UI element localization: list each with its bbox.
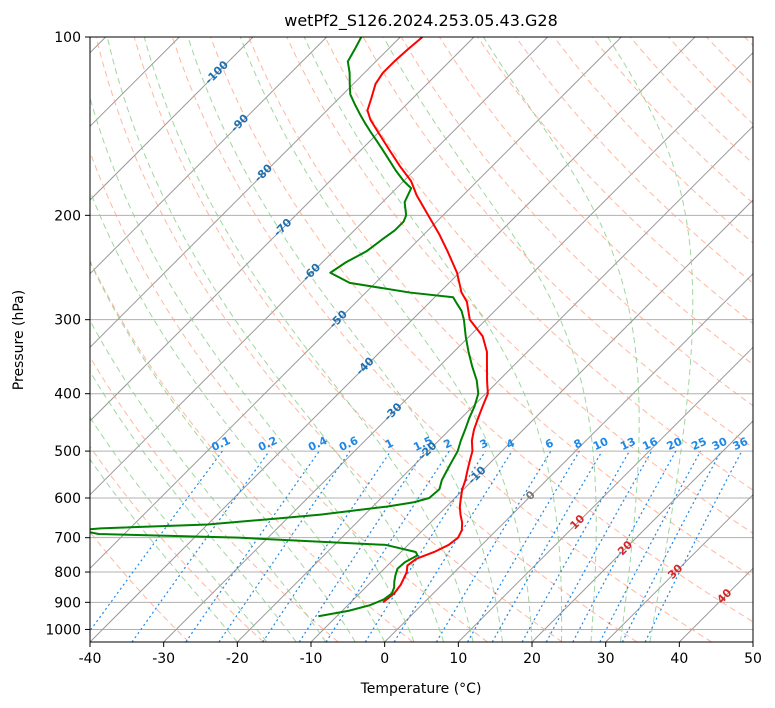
mixing-ratio-label: 20 <box>665 435 685 453</box>
moist-adiabat-line <box>187 37 504 642</box>
dry-adiabat-line <box>90 259 414 642</box>
dry-adiabat-line <box>171 37 712 642</box>
moist-adiabat-line <box>90 416 268 642</box>
y-tick-label: 300 <box>54 313 81 329</box>
x-tick-label: 30 <box>597 651 615 667</box>
dry-adiabat-line <box>90 445 264 642</box>
y-tick-label: 600 <box>54 491 81 507</box>
dewpoint-profile <box>90 37 480 618</box>
moist-adiabat-line <box>383 37 597 642</box>
y-tick-label: 400 <box>54 387 81 403</box>
moist-adiabat-line <box>90 370 297 642</box>
isotherm-line <box>384 272 753 642</box>
isotherm-line <box>90 37 475 422</box>
moist-adiabat-line <box>303 37 563 642</box>
moist-adiabat-line <box>239 37 533 642</box>
isotherm-line <box>90 37 696 642</box>
plot-frame <box>89 36 754 643</box>
y-tick-label: 800 <box>54 565 81 581</box>
isotherm-line <box>90 37 549 496</box>
mixing-ratio-label: 16 <box>640 435 660 453</box>
dry-adiabat-line <box>133 37 638 642</box>
mixing-ratio-label: 30 <box>710 435 730 453</box>
mixing-ratio-line <box>572 450 677 642</box>
moist-adiabat-line <box>90 96 415 642</box>
x-tick-label: -20 <box>226 651 249 667</box>
mixing-ratio-line <box>644 450 743 642</box>
moist-adiabat-line <box>607 37 694 642</box>
moist-adiabat-line <box>90 260 356 642</box>
mixing-ratio-label: 36 <box>731 435 751 453</box>
isotherm-line <box>90 37 328 275</box>
x-tick-label: -30 <box>152 651 175 667</box>
moist-adiabat-line <box>90 189 386 642</box>
y-tick-label: 1000 <box>45 622 81 638</box>
moist-adiabat-line <box>482 37 640 642</box>
mixing-ratio-line <box>491 450 603 642</box>
moist-adiabat-line <box>90 458 238 642</box>
dry-adiabat-line <box>248 37 753 578</box>
mixing-ratio-label: 25 <box>689 435 708 453</box>
isotherm-line <box>90 37 401 349</box>
mixing-ratio-line <box>185 450 320 642</box>
x-tick-label: -10 <box>300 651 323 667</box>
moist-adiabat-line <box>106 37 445 642</box>
x-tick-label: 10 <box>449 651 467 667</box>
dry-adiabat-line <box>324 37 753 491</box>
mixing-ratio-line <box>364 450 486 642</box>
dry-adiabat-line <box>286 37 753 534</box>
mixing-ratio-line <box>599 450 702 642</box>
moist-adiabat-line <box>90 319 327 642</box>
y-axis-ticks: 100 200 300 400 500 600 700 800 900 1000 <box>45 30 90 638</box>
background-lines <box>90 37 753 642</box>
y-tick-label: 900 <box>54 595 81 611</box>
x-tick-label: 40 <box>670 651 688 667</box>
mixing-ratio-line <box>90 450 223 632</box>
mixing-ratio-label: 10 <box>591 435 611 453</box>
y-tick-label: 200 <box>54 208 81 224</box>
dry-adiabat-line <box>210 37 753 623</box>
x-tick-label: -40 <box>79 651 102 667</box>
dry-adiabat-line <box>95 37 563 642</box>
isotherm-line <box>236 125 753 642</box>
isotherm-line <box>457 346 753 642</box>
temperature-profile <box>366 37 489 604</box>
y-tick-label: 100 <box>54 30 81 46</box>
moist-adiabat-line <box>143 37 474 642</box>
mixing-ratio-line <box>621 450 722 642</box>
isotherm-line <box>531 420 753 642</box>
isotherm-line <box>752 641 753 642</box>
y-tick-label: 500 <box>54 444 81 460</box>
mixing-ratio-line <box>435 450 552 642</box>
x-axis-label: Temperature (°C) <box>360 681 482 697</box>
mixing-ratio-line <box>393 450 513 642</box>
x-tick-label: 20 <box>523 651 541 667</box>
mixing-ratio-line <box>131 450 270 642</box>
isotherm-line <box>90 37 622 570</box>
x-axis-ticks: -40 -30 -20 -10 0 10 20 30 40 50 <box>79 642 762 667</box>
mixing-ratio-line <box>298 450 425 642</box>
y-tick-label: 700 <box>54 531 81 547</box>
y-axis-label: Pressure (hPa) <box>11 290 27 390</box>
isotherm-line <box>90 37 254 201</box>
x-tick-label: 0 <box>380 651 389 667</box>
mixing-ratio-line <box>545 450 653 642</box>
mixing-ratio-line <box>325 450 450 642</box>
dry-adiabat-line <box>515 37 753 284</box>
chart-title: wetPf2_S126.2024.253.05.43.G28 <box>284 11 558 31</box>
mixing-ratio-line <box>466 450 580 642</box>
x-tick-label: 50 <box>744 651 762 667</box>
mixing-ratio-line <box>521 450 631 642</box>
profiles <box>90 37 489 618</box>
plot-background <box>90 37 753 642</box>
mixing-ratio-label: 13 <box>618 435 637 453</box>
isotherm-line <box>605 493 753 642</box>
